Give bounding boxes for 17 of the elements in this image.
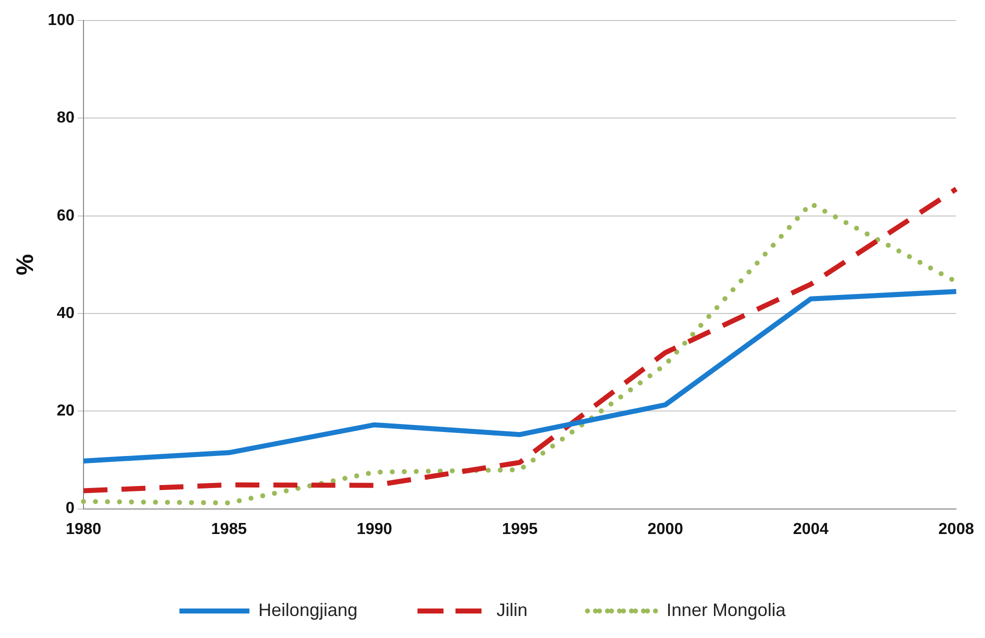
legend-label: Jilin	[496, 600, 528, 620]
x-tick-label: 2008	[938, 520, 974, 538]
y-tick-label: 80	[56, 110, 75, 127]
x-tick-label: 1995	[502, 520, 538, 538]
y-tick-label: 100	[48, 12, 75, 30]
x-tick-label: 2000	[648, 520, 684, 538]
x-tick-label: 1985	[211, 520, 247, 538]
x-tick-label: 2004	[792, 520, 829, 538]
legend-label: Heilongjiang	[258, 600, 358, 620]
y-tick-label: 60	[56, 207, 75, 224]
y-tick-label: 0	[66, 500, 75, 518]
y-axis-title: %	[12, 254, 40, 276]
y-tick-label: 20	[56, 402, 75, 420]
x-tick-label: 1980	[66, 520, 102, 538]
y-tick-label: 40	[56, 304, 75, 322]
x-tick-label: 1990	[356, 520, 392, 538]
legend-label: Inner Mongolia	[666, 600, 787, 620]
